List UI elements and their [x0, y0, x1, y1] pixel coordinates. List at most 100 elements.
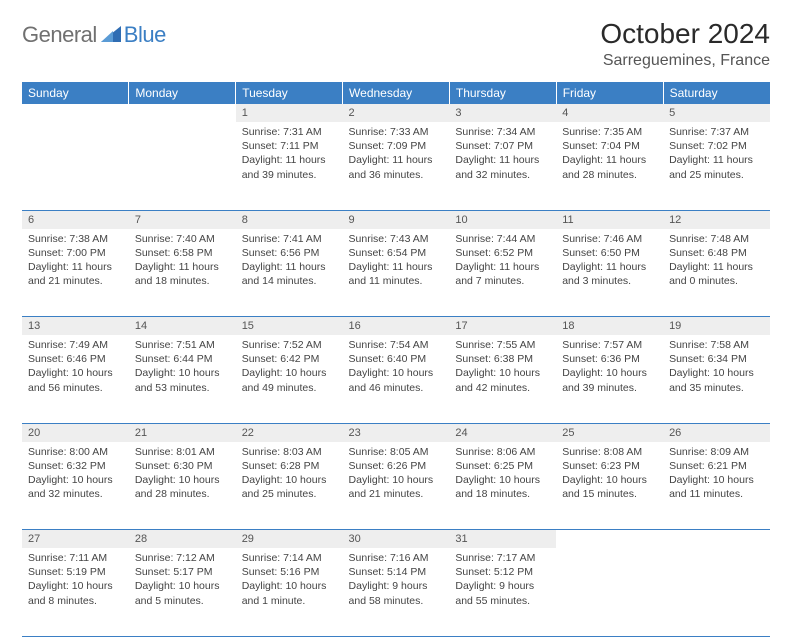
sunrise-text: Sunrise: 7:49 AM	[28, 338, 123, 352]
day-number: 15	[236, 317, 343, 336]
day-cell: Sunrise: 7:14 AMSunset: 5:16 PMDaylight:…	[236, 548, 343, 636]
logo-text-blue: Blue	[124, 22, 166, 48]
daylight-text: Daylight: 11 hours	[242, 153, 337, 167]
daylight-text: and 36 minutes.	[349, 168, 444, 182]
sunset-text: Sunset: 6:34 PM	[669, 352, 764, 366]
detail-row: Sunrise: 8:00 AMSunset: 6:32 PMDaylight:…	[22, 442, 770, 530]
sunset-text: Sunset: 6:40 PM	[349, 352, 444, 366]
sunrise-text: Sunrise: 8:05 AM	[349, 445, 444, 459]
day-cell	[129, 122, 236, 210]
day-cell: Sunrise: 7:51 AMSunset: 6:44 PMDaylight:…	[129, 335, 236, 423]
daylight-text: Daylight: 11 hours	[562, 260, 657, 274]
day-number: 7	[129, 210, 236, 229]
day-number: 13	[22, 317, 129, 336]
daylight-text: Daylight: 11 hours	[455, 153, 550, 167]
sunset-text: Sunset: 6:52 PM	[455, 246, 550, 260]
day-cell: Sunrise: 7:57 AMSunset: 6:36 PMDaylight:…	[556, 335, 663, 423]
sunrise-text: Sunrise: 7:31 AM	[242, 125, 337, 139]
sunset-text: Sunset: 7:11 PM	[242, 139, 337, 153]
sunset-text: Sunset: 6:42 PM	[242, 352, 337, 366]
sunset-text: Sunset: 6:46 PM	[28, 352, 123, 366]
sunset-text: Sunset: 6:26 PM	[349, 459, 444, 473]
sunrise-text: Sunrise: 7:12 AM	[135, 551, 230, 565]
weekday-header: Saturday	[663, 82, 770, 104]
day-cell: Sunrise: 8:01 AMSunset: 6:30 PMDaylight:…	[129, 442, 236, 530]
sunrise-text: Sunrise: 7:52 AM	[242, 338, 337, 352]
daylight-text: Daylight: 11 hours	[349, 260, 444, 274]
day-number	[129, 104, 236, 122]
sunset-text: Sunset: 6:30 PM	[135, 459, 230, 473]
daylight-text: and 14 minutes.	[242, 274, 337, 288]
daylight-text: Daylight: 10 hours	[349, 473, 444, 487]
sunrise-text: Sunrise: 7:33 AM	[349, 125, 444, 139]
sunset-text: Sunset: 7:00 PM	[28, 246, 123, 260]
daylight-text: and 25 minutes.	[242, 487, 337, 501]
day-cell: Sunrise: 8:08 AMSunset: 6:23 PMDaylight:…	[556, 442, 663, 530]
day-number: 5	[663, 104, 770, 122]
day-number: 27	[22, 530, 129, 549]
day-cell: Sunrise: 7:37 AMSunset: 7:02 PMDaylight:…	[663, 122, 770, 210]
sunset-text: Sunset: 5:16 PM	[242, 565, 337, 579]
day-cell: Sunrise: 7:40 AMSunset: 6:58 PMDaylight:…	[129, 229, 236, 317]
sunset-text: Sunset: 6:48 PM	[669, 246, 764, 260]
day-cell: Sunrise: 7:46 AMSunset: 6:50 PMDaylight:…	[556, 229, 663, 317]
day-number	[556, 530, 663, 549]
sunset-text: Sunset: 6:23 PM	[562, 459, 657, 473]
sunrise-text: Sunrise: 7:35 AM	[562, 125, 657, 139]
day-cell: Sunrise: 7:16 AMSunset: 5:14 PMDaylight:…	[343, 548, 450, 636]
day-cell: Sunrise: 7:41 AMSunset: 6:56 PMDaylight:…	[236, 229, 343, 317]
sunrise-text: Sunrise: 8:09 AM	[669, 445, 764, 459]
sunset-text: Sunset: 6:28 PM	[242, 459, 337, 473]
calendar-table: Sunday Monday Tuesday Wednesday Thursday…	[22, 82, 770, 637]
day-cell: Sunrise: 7:33 AMSunset: 7:09 PMDaylight:…	[343, 122, 450, 210]
daylight-text: and 28 minutes.	[562, 168, 657, 182]
day-cell: Sunrise: 7:55 AMSunset: 6:38 PMDaylight:…	[449, 335, 556, 423]
daylight-text: Daylight: 10 hours	[455, 366, 550, 380]
day-cell: Sunrise: 7:43 AMSunset: 6:54 PMDaylight:…	[343, 229, 450, 317]
day-number: 11	[556, 210, 663, 229]
sunset-text: Sunset: 6:58 PM	[135, 246, 230, 260]
sunset-text: Sunset: 7:09 PM	[349, 139, 444, 153]
daylight-text: and 39 minutes.	[562, 381, 657, 395]
sunset-text: Sunset: 5:17 PM	[135, 565, 230, 579]
day-number: 19	[663, 317, 770, 336]
sunrise-text: Sunrise: 7:54 AM	[349, 338, 444, 352]
day-cell: Sunrise: 7:11 AMSunset: 5:19 PMDaylight:…	[22, 548, 129, 636]
sunrise-text: Sunrise: 7:46 AM	[562, 232, 657, 246]
sunrise-text: Sunrise: 7:11 AM	[28, 551, 123, 565]
daylight-text: and 39 minutes.	[242, 168, 337, 182]
daylight-text: Daylight: 10 hours	[455, 473, 550, 487]
day-cell	[663, 548, 770, 636]
sunrise-text: Sunrise: 7:43 AM	[349, 232, 444, 246]
day-cell: Sunrise: 7:31 AMSunset: 7:11 PMDaylight:…	[236, 122, 343, 210]
daylight-text: and 0 minutes.	[669, 274, 764, 288]
daylight-text: and 35 minutes.	[669, 381, 764, 395]
sunrise-text: Sunrise: 7:55 AM	[455, 338, 550, 352]
weekday-header: Monday	[129, 82, 236, 104]
day-cell: Sunrise: 7:34 AMSunset: 7:07 PMDaylight:…	[449, 122, 556, 210]
daylight-text: Daylight: 11 hours	[562, 153, 657, 167]
weekday-header: Sunday	[22, 82, 129, 104]
day-number	[22, 104, 129, 122]
daylight-text: and 11 minutes.	[669, 487, 764, 501]
day-cell: Sunrise: 7:44 AMSunset: 6:52 PMDaylight:…	[449, 229, 556, 317]
page-title: October 2024	[600, 18, 770, 50]
daylight-text: Daylight: 11 hours	[135, 260, 230, 274]
day-number: 20	[22, 423, 129, 442]
day-number: 30	[343, 530, 450, 549]
sunrise-text: Sunrise: 8:03 AM	[242, 445, 337, 459]
daylight-text: Daylight: 10 hours	[669, 366, 764, 380]
daylight-text: Daylight: 11 hours	[669, 260, 764, 274]
day-cell	[556, 548, 663, 636]
daylight-text: and 18 minutes.	[455, 487, 550, 501]
sunrise-text: Sunrise: 7:34 AM	[455, 125, 550, 139]
daylight-text: Daylight: 9 hours	[455, 579, 550, 593]
daylight-text: and 5 minutes.	[135, 594, 230, 608]
sunrise-text: Sunrise: 7:44 AM	[455, 232, 550, 246]
daynum-row: 12345	[22, 104, 770, 122]
detail-row: Sunrise: 7:11 AMSunset: 5:19 PMDaylight:…	[22, 548, 770, 636]
daylight-text: Daylight: 11 hours	[242, 260, 337, 274]
day-number: 3	[449, 104, 556, 122]
daylight-text: and 7 minutes.	[455, 274, 550, 288]
daylight-text: Daylight: 10 hours	[242, 473, 337, 487]
